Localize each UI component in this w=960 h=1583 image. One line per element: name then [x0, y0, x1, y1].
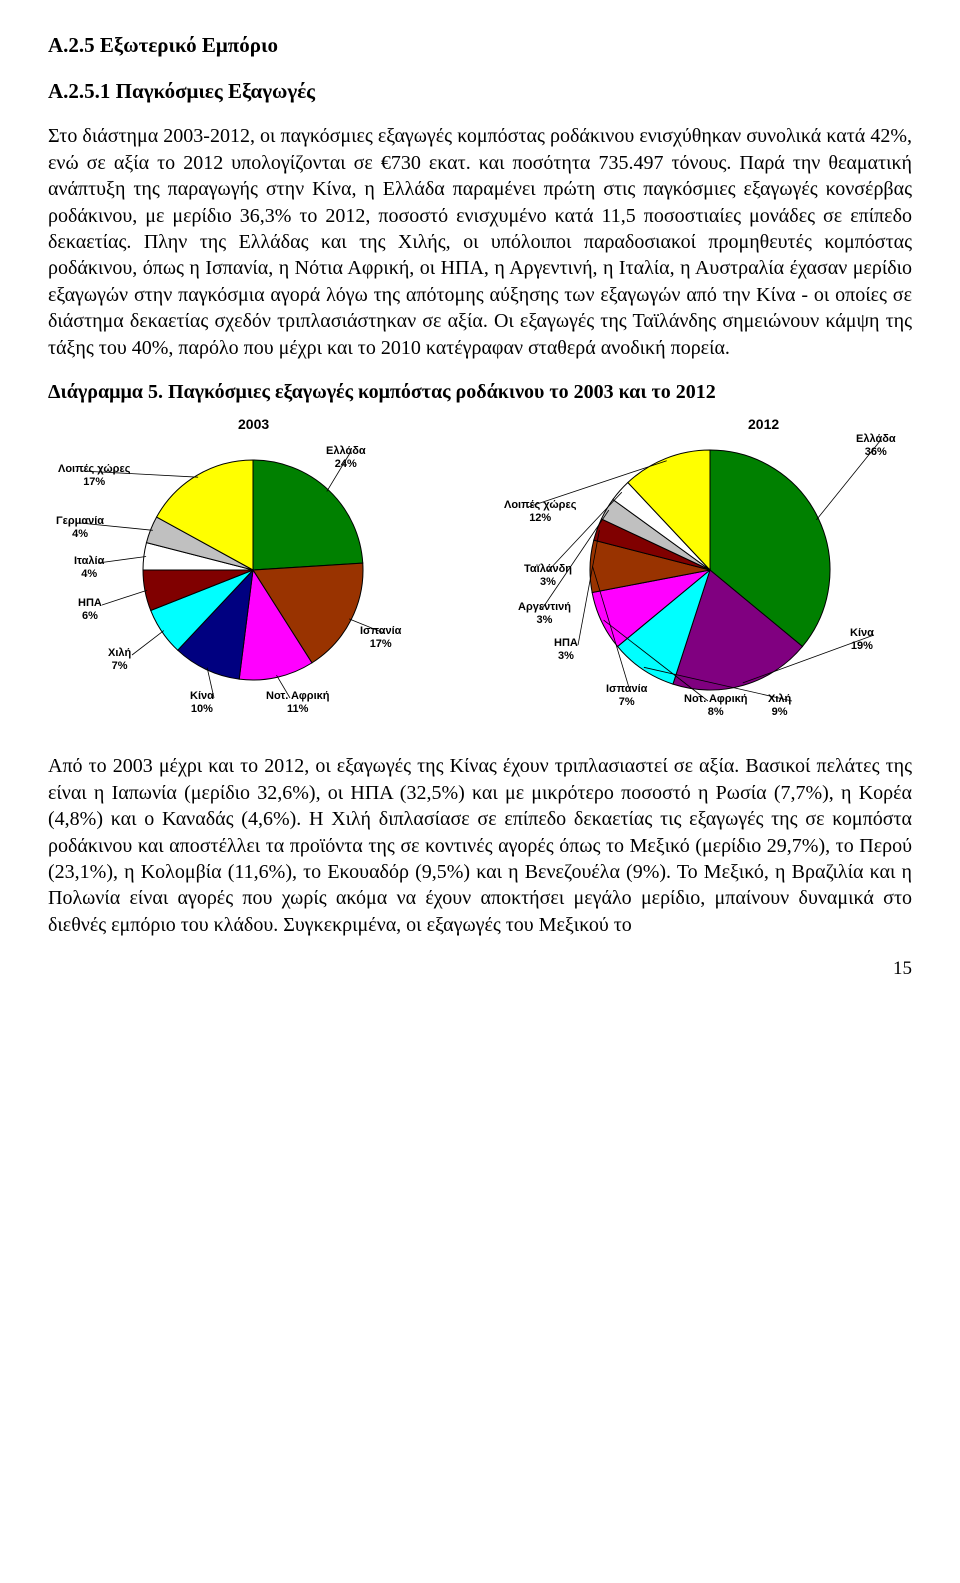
slice-label: Λοιπές χώρες12% [504, 499, 576, 524]
slice-label: Γερμανία4% [56, 515, 104, 540]
page-number: 15 [48, 956, 912, 981]
slice-label-pct: 7% [606, 696, 647, 709]
slice-label-name: Νοτ. Αφρική [684, 693, 748, 705]
slice-label-name: Λοιπές χώρες [504, 499, 576, 511]
slice-label: Ελλάδα36% [856, 433, 896, 458]
slice-label-name: Κίνα [190, 690, 214, 702]
slice-label-pct: 17% [360, 638, 401, 651]
slice-label: Ισπανία17% [360, 625, 401, 650]
charts-container: 2003Ελλάδα24%Ισπανία17%Νοτ. Αφρική11%Κίν… [48, 415, 912, 725]
slice-label-name: Ταϊλάνδη [524, 563, 572, 575]
slice-label-pct: 10% [190, 703, 214, 716]
slice-label: Λοιπές χώρες17% [58, 463, 130, 488]
slice-label-pct: 3% [518, 614, 571, 627]
pie-svg [48, 415, 472, 725]
slice-label-pct: 36% [856, 446, 896, 459]
paragraph-2: Από το 2003 μέχρι και το 2012, οι εξαγωγ… [48, 753, 912, 938]
slice-label: Χιλή7% [108, 647, 131, 672]
slice-label-name: Γερμανία [56, 515, 104, 527]
slice-label-pct: 3% [554, 650, 578, 663]
slice-label: Νοτ. Αφρική8% [684, 693, 748, 718]
slice-label-name: Κίνα [850, 627, 874, 639]
pie-slice [253, 460, 363, 570]
slice-label-pct: 12% [504, 512, 576, 525]
slice-label-pct: 8% [684, 706, 748, 719]
slice-label-pct: 4% [56, 528, 104, 541]
pie-chart-2003: 2003Ελλάδα24%Ισπανία17%Νοτ. Αφρική11%Κίν… [48, 415, 472, 725]
slice-label-name: Αργεντινή [518, 601, 571, 613]
slice-label-name: Λοιπές χώρες [58, 463, 130, 475]
slice-label-name: Ελλάδα [326, 445, 366, 457]
leader-line [132, 631, 164, 655]
slice-label-name: Ελλάδα [856, 433, 896, 445]
slice-label: ΗΠΑ3% [554, 637, 578, 662]
slice-label: Ελλάδα24% [326, 445, 366, 470]
heading-global-exports: Α.2.5.1 Παγκόσμιες Εξαγωγές [48, 78, 912, 106]
slice-label-pct: 24% [326, 458, 366, 471]
slice-label-pct: 6% [78, 610, 102, 623]
slice-label-pct: 19% [850, 640, 874, 653]
slice-label-name: Χιλή [108, 647, 131, 659]
pie-chart-2012: 2012Ελλάδα36%Κίνα19%Χιλή9%Νοτ. Αφρική8%Ι… [488, 415, 912, 725]
slice-label-name: Ιταλία [74, 555, 104, 567]
slice-label: Ταϊλάνδη3% [524, 563, 572, 588]
slice-label-pct: 17% [58, 476, 130, 489]
slice-label-name: Ισπανία [360, 625, 401, 637]
slice-label-name: ΗΠΑ [78, 597, 102, 609]
slice-label: Νοτ. Αφρική11% [266, 690, 330, 715]
slice-label-name: Χιλή [768, 693, 791, 705]
slice-label: Χιλή9% [768, 693, 791, 718]
slice-label-pct: 9% [768, 706, 791, 719]
slice-label: Ιταλία4% [74, 555, 104, 580]
slice-label: Κίνα10% [190, 690, 214, 715]
slice-label-pct: 11% [266, 703, 330, 716]
slice-label-pct: 3% [524, 576, 572, 589]
slice-label: Κίνα19% [850, 627, 874, 652]
slice-label-name: Νοτ. Αφρική [266, 690, 330, 702]
paragraph-1: Στο διάστημα 2003-2012, οι παγκόσμιες εξ… [48, 123, 912, 361]
chart-title: Διάγραμμα 5. Παγκόσμιες εξαγωγές κομπόστ… [48, 379, 912, 405]
leader-line [98, 557, 146, 564]
slice-label-pct: 4% [74, 568, 104, 581]
slice-label: Ισπανία7% [606, 683, 647, 708]
slice-label: ΗΠΑ6% [78, 597, 102, 622]
slice-label-name: ΗΠΑ [554, 637, 578, 649]
heading-external-trade: Α.2.5 Εξωτερικό Εμπόριο [48, 32, 912, 60]
leader-line [102, 591, 147, 606]
slice-label-name: Ισπανία [606, 683, 647, 695]
slice-label-pct: 7% [108, 660, 131, 673]
slice-label: Αργεντινή3% [518, 601, 571, 626]
